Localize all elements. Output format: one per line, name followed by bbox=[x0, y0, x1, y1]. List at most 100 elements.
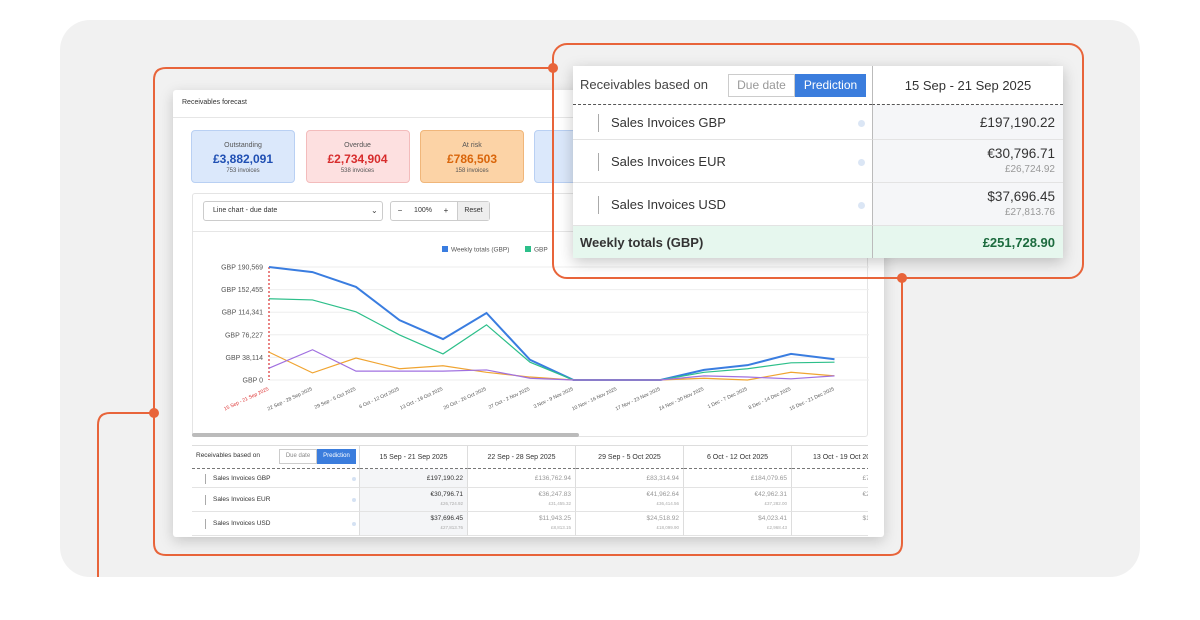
prediction-toggle[interactable]: Prediction bbox=[795, 74, 866, 97]
connector-dot bbox=[149, 408, 159, 418]
cell-value: €41,962.64 bbox=[646, 491, 679, 498]
scrollbar[interactable] bbox=[192, 433, 579, 437]
cell-value: $37,696.45 bbox=[430, 515, 463, 522]
row-label: Sales Invoices USD bbox=[213, 520, 271, 527]
cell-value: $11,943.25 bbox=[538, 515, 571, 522]
row-indent bbox=[598, 152, 599, 171]
zoom-in-button[interactable]: + bbox=[443, 206, 449, 215]
column-header: 13 Oct - 19 Oct 2025 bbox=[792, 446, 868, 469]
converted-value: £37,282.00 bbox=[764, 501, 787, 506]
y-tick-label: GBP 38,114 bbox=[226, 355, 264, 362]
kpi-count: 753 invoices bbox=[226, 168, 260, 174]
kpi-card[interactable]: At risk £786,503 158 invoices bbox=[420, 130, 524, 183]
callout-header: Receivables based on Due date Prediction bbox=[573, 66, 872, 105]
connector-dot bbox=[548, 63, 558, 73]
row-label: Sales Invoices EUR bbox=[213, 496, 271, 503]
due-date-toggle[interactable]: Due date bbox=[728, 74, 795, 97]
cell-value: $37,696.45 bbox=[987, 189, 1055, 204]
converted-value: £27,813.76 bbox=[1004, 207, 1055, 218]
row-indent bbox=[598, 195, 599, 214]
line-chart: GBP 0 GBP 38,114 GBP 76,227 GBP 114,341 GBP … bbox=[221, 246, 869, 412]
row-label-cell: Sales Invoices GBP bbox=[573, 105, 872, 140]
cell-value: £197,190.22 bbox=[979, 114, 1055, 130]
row-label-cell: Sales Invoices EUR bbox=[192, 488, 360, 512]
cell-value: €29,614.08 bbox=[862, 491, 868, 498]
value-cell: £83,314.94 bbox=[576, 469, 684, 488]
prediction-toggle[interactable]: Prediction bbox=[317, 449, 356, 464]
converted-value: £31,455.32 bbox=[548, 501, 571, 506]
value-cell: $24,518.92 £18,099.90 bbox=[576, 512, 684, 536]
cell-value: £197,190.22 bbox=[426, 474, 463, 482]
converted-value: £27,813.76 bbox=[440, 525, 463, 530]
value-cell: $4,023.41 £2,968.43 bbox=[684, 512, 792, 536]
value-cell: $37,696.45 £27,813.76 bbox=[360, 512, 468, 536]
column-header: 29 Sep - 5 Oct 2025 bbox=[576, 446, 684, 469]
row-dot bbox=[352, 498, 356, 502]
kpi-count: 538 invoices bbox=[340, 168, 375, 174]
reset-button[interactable]: Reset bbox=[457, 202, 489, 220]
row-label: Sales Invoices EUR bbox=[611, 153, 726, 169]
row-label-cell: Sales Invoices GBP bbox=[192, 469, 360, 488]
cell-value: €30,796.71 bbox=[430, 491, 463, 498]
table-label: Receivables based on bbox=[196, 452, 260, 459]
due-date-toggle[interactable]: Due date bbox=[279, 449, 317, 464]
column-header: 15 Sep - 21 Sep 2025 bbox=[872, 66, 1063, 105]
series-line bbox=[268, 298, 835, 381]
cell-value: £184,079.65 bbox=[750, 474, 787, 482]
totals-value: £251,728.90 bbox=[982, 235, 1055, 250]
kpi-label: Outstanding bbox=[224, 142, 262, 149]
value-cell: £184,079.65 bbox=[684, 469, 792, 488]
row-label: Sales Invoices USD bbox=[611, 196, 726, 212]
callout-frame bbox=[552, 43, 1084, 279]
value-cell: €30,796.71 £26,724.92 bbox=[360, 488, 468, 512]
y-tick-label: GBP 76,227 bbox=[225, 332, 263, 339]
kpi-value: £2,734,904 bbox=[327, 152, 388, 166]
row-label-cell: Sales Invoices USD bbox=[573, 183, 872, 226]
series-line bbox=[268, 349, 835, 381]
row-indent bbox=[205, 495, 206, 505]
table-header-label: Receivables based on Due date Prediction bbox=[192, 446, 360, 469]
cell-value: £136,762.94 bbox=[534, 474, 571, 482]
header-divider bbox=[173, 117, 884, 118]
totals-divider bbox=[872, 226, 873, 258]
row-dot bbox=[858, 119, 865, 127]
legend-label: Weekly totals (GBP) bbox=[451, 247, 509, 254]
window-title: Receivables forecast bbox=[182, 99, 247, 106]
converted-value: £26,724.92 bbox=[440, 501, 463, 506]
row-dot bbox=[352, 522, 356, 526]
kpi-value: £3,882,091 bbox=[212, 152, 274, 166]
zoom-level: 100% bbox=[414, 207, 432, 214]
chart-type-select[interactable]: Line chart - due date bbox=[203, 201, 383, 221]
value-cell: £78,521.30 bbox=[792, 469, 868, 488]
row-label: Sales Invoices GBP bbox=[213, 474, 271, 482]
legend-label: GBP bbox=[534, 247, 548, 254]
row-dot bbox=[352, 476, 356, 481]
kpi-card[interactable]: Outstanding £3,882,091 753 invoices bbox=[191, 130, 295, 183]
converted-value: £26,724.92 bbox=[1004, 164, 1055, 175]
cell-value: $24,518.92 bbox=[646, 515, 679, 522]
row-indent bbox=[598, 113, 599, 132]
kpi-label: At risk bbox=[462, 142, 482, 149]
value-cell: £136,762.94 bbox=[468, 469, 576, 488]
converted-value: £36,414.56 bbox=[656, 501, 679, 506]
y-tick-label: GBP 152,455 bbox=[221, 287, 263, 294]
forecast-table: Receivables based on Due date Prediction 15… bbox=[192, 445, 868, 537]
value-cell: $11,943.25 £8,813.15 bbox=[468, 512, 576, 536]
kpi-value: £786,503 bbox=[446, 152, 498, 166]
select-caret: ⌄ bbox=[371, 206, 378, 215]
connector-dot bbox=[897, 273, 907, 283]
value-cell: $17,402.55£12,846.31 bbox=[792, 512, 868, 536]
row-label-cell: Sales Invoices EUR bbox=[573, 140, 872, 183]
zoom-out-button[interactable]: − bbox=[397, 206, 403, 215]
series-line bbox=[268, 266, 835, 381]
connector-line bbox=[97, 412, 154, 577]
totals-row: Weekly totals (GBP) £251,728.90 bbox=[573, 226, 1063, 258]
value-cell: €30,796.71 £26,724.92 bbox=[872, 140, 1063, 183]
legend-swatch bbox=[442, 246, 448, 252]
value-cell: €42,962.31 £37,282.00 bbox=[684, 488, 792, 512]
row-indent bbox=[205, 473, 206, 484]
zoom-callout: Receivables based on Due date Prediction 15… bbox=[573, 66, 1063, 258]
kpi-card[interactable]: Overdue £2,734,904 538 invoices bbox=[305, 130, 410, 183]
